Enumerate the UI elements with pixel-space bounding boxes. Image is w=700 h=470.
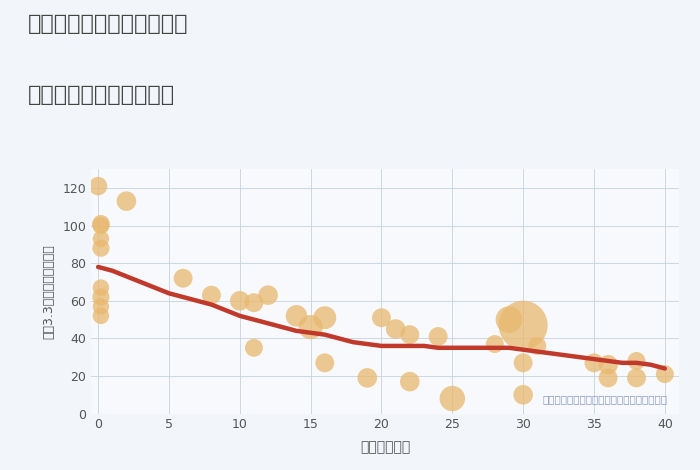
Point [95, 303, 106, 310]
Point [447, 395, 458, 402]
Point [319, 359, 330, 367]
Point [248, 344, 260, 352]
Point [433, 333, 444, 340]
Point [319, 314, 330, 321]
Point [95, 235, 106, 243]
Point [631, 374, 642, 382]
Point [404, 378, 415, 385]
Point [631, 357, 642, 365]
Point [95, 284, 106, 291]
Point [362, 374, 373, 382]
Point [95, 293, 106, 301]
Point [603, 361, 614, 368]
Point [503, 316, 514, 323]
Point [404, 331, 415, 338]
Point [376, 314, 387, 321]
Point [206, 291, 217, 299]
Point [290, 312, 302, 320]
Text: 円の大きさは、取引のあった物件面積を示す: 円の大きさは、取引のあった物件面積を示す [542, 394, 667, 404]
Point [95, 244, 106, 252]
Point [589, 359, 600, 367]
Text: 築年数別中古戸建て価格: 築年数別中古戸建て価格 [28, 85, 175, 105]
Y-axis label: 坪（3.3㎡）単価（万円）: 坪（3.3㎡）単価（万円） [42, 244, 55, 339]
Point [517, 359, 528, 367]
Point [489, 340, 500, 348]
X-axis label: 築年数（年）: 築年数（年） [360, 440, 410, 454]
Text: 三重県四日市市千代田町の: 三重県四日市市千代田町の [28, 14, 188, 34]
Point [305, 323, 316, 331]
Point [95, 222, 106, 229]
Point [178, 274, 189, 282]
Point [92, 182, 104, 190]
Point [532, 342, 543, 350]
Point [248, 299, 260, 306]
Point [390, 325, 401, 333]
Point [121, 197, 132, 205]
Point [95, 220, 106, 227]
Point [517, 321, 528, 329]
Point [262, 291, 274, 299]
Point [603, 374, 614, 382]
Point [659, 370, 671, 378]
Point [95, 312, 106, 320]
Point [234, 297, 246, 305]
Point [517, 391, 528, 399]
